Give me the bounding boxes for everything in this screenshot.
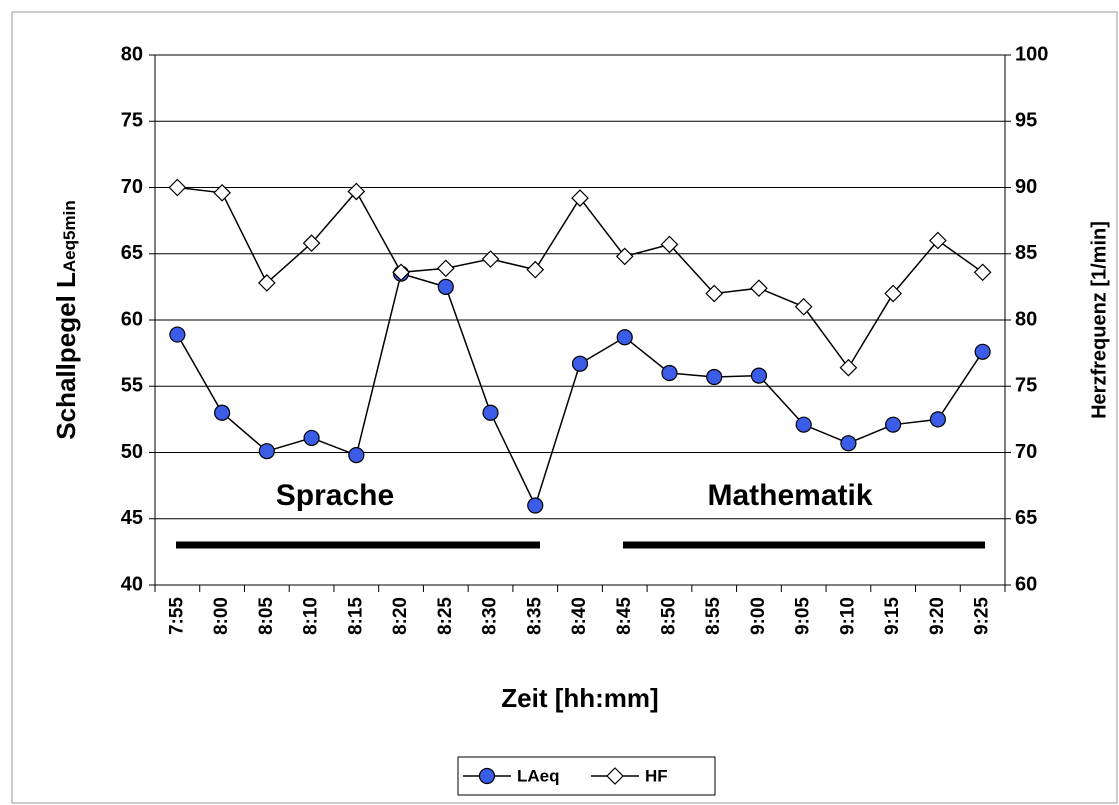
data-point <box>169 326 186 343</box>
data-point <box>929 231 947 250</box>
x-tick-label: 9:15 <box>882 597 903 635</box>
data-point <box>571 189 589 207</box>
data-point <box>750 279 768 298</box>
y2-tick-label: 80 <box>1015 308 1037 330</box>
data-point <box>973 263 992 282</box>
y-tick-label: 40 <box>121 573 143 595</box>
data-point <box>616 329 633 346</box>
chart-frame <box>11 11 1118 804</box>
x-tick-label: 8:10 <box>301 597 322 635</box>
x-tick-label: 9:00 <box>748 597 769 635</box>
legend-label: HF <box>645 766 668 785</box>
y2-tick-label: 90 <box>1015 176 1037 198</box>
y-axis-label-main: Schallpegel L <box>51 272 81 440</box>
legend-marker <box>606 767 624 785</box>
data-point <box>437 278 454 295</box>
data-point <box>482 404 499 421</box>
data-point <box>840 435 857 452</box>
x-tick-label: 8:50 <box>658 597 679 635</box>
y-axis-label: Schallpegel LAeq5min <box>51 200 81 439</box>
data-point <box>303 429 320 447</box>
data-point <box>615 247 634 266</box>
y-tick-label: 45 <box>121 507 143 529</box>
x-tick-label: 8:40 <box>569 597 590 635</box>
data-point <box>302 234 321 252</box>
data-point <box>168 178 187 197</box>
annotation: Mathematik <box>707 479 872 512</box>
data-point <box>258 443 275 460</box>
x-tick-label: 7:55 <box>166 597 187 635</box>
data-point <box>660 235 679 254</box>
y2-tick-label: 85 <box>1015 242 1037 264</box>
x-tick-label: 8:30 <box>480 597 501 635</box>
data-point <box>885 416 902 433</box>
legend-marker <box>478 767 496 785</box>
data-point <box>661 364 678 382</box>
y-tick-label: 60 <box>121 308 143 330</box>
legend-label: LAeq <box>517 766 560 785</box>
x-tick-label: 8:45 <box>614 597 635 635</box>
data-point <box>794 297 813 316</box>
data-point <box>481 250 500 268</box>
data-point <box>974 343 991 360</box>
y-tick-label: 55 <box>121 375 143 397</box>
x-tick-label: 9:20 <box>927 597 948 635</box>
data-point <box>526 260 545 279</box>
data-point <box>347 182 366 201</box>
data-point <box>436 259 455 278</box>
x-tick-label: 8:25 <box>435 597 456 635</box>
x-tick-label: 9:05 <box>793 597 814 635</box>
y-tick-label: 70 <box>121 176 143 198</box>
annotation: Sprache <box>276 479 394 512</box>
y-tick-label: 80 <box>121 43 143 65</box>
y-axis-label-sub: Aeq5min <box>60 200 79 272</box>
data-point <box>750 367 768 384</box>
y2-tick-label: 65 <box>1015 507 1037 529</box>
data-point <box>705 284 724 303</box>
data-point <box>839 358 858 377</box>
y2-tick-label: 95 <box>1015 110 1037 132</box>
x-tick-label: 8:35 <box>524 597 545 635</box>
data-point <box>884 284 903 303</box>
data-point <box>214 404 231 421</box>
data-point <box>571 355 589 372</box>
data-point <box>527 497 544 514</box>
x-tick-label: 8:55 <box>703 597 724 635</box>
y2-tick-label: 100 <box>1015 43 1048 65</box>
x-tick-label: 9:10 <box>837 597 858 635</box>
y2-tick-label: 60 <box>1015 573 1037 595</box>
x-tick-label: 8:05 <box>256 597 277 635</box>
y-tick-label: 65 <box>121 242 143 264</box>
plot-area <box>154 54 1006 586</box>
y-tick-label: 50 <box>121 441 143 463</box>
x-tick-label: 8:15 <box>345 597 366 635</box>
y2-tick-label: 75 <box>1015 375 1037 397</box>
y-tick-label: 75 <box>121 110 143 132</box>
x-tick-label: 8:20 <box>390 597 411 635</box>
data-point <box>257 274 276 292</box>
data-point <box>929 411 946 428</box>
y2-axis-label: Herzfrequenz [1/min] <box>1088 221 1110 419</box>
x-tick-label: 9:25 <box>972 597 993 635</box>
data-point <box>392 263 410 282</box>
data-point <box>795 416 812 433</box>
x-tick-label: 8:00 <box>211 597 232 635</box>
data-point <box>213 183 231 202</box>
data-point <box>706 368 723 386</box>
y2-tick-label: 70 <box>1015 441 1037 463</box>
data-point <box>348 447 365 464</box>
x-axis-label: Zeit [hh:mm] <box>501 683 658 713</box>
